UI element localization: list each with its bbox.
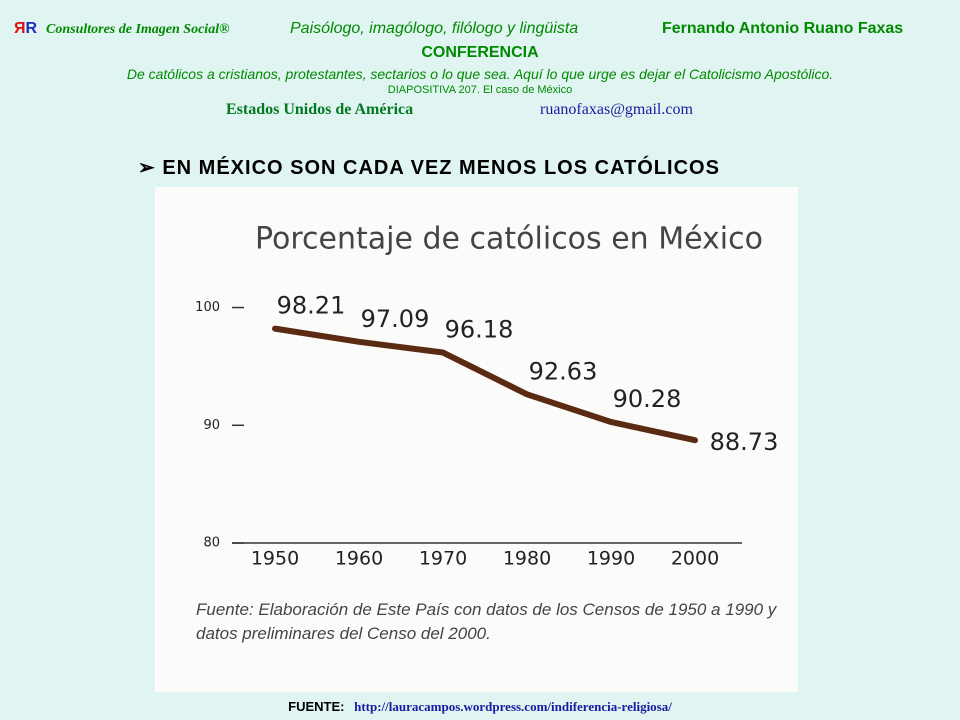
conference: CONFERENCIA <box>421 44 539 61</box>
chart-source: Fuente: Elaboración de Este País con dat… <box>196 600 777 643</box>
x-tick-label: 1970 <box>419 548 467 570</box>
author: Fernando Antonio Ruano Faxas <box>662 20 904 37</box>
x-tick-label: 2000 <box>671 548 719 570</box>
chart-title: Porcentaje de católicos en México <box>255 222 763 257</box>
x-tick-label: 1960 <box>335 548 383 570</box>
y-tick-label: 80 <box>203 536 220 551</box>
footer-url[interactable]: http://lauracampos.wordpress.com/indifer… <box>354 699 672 714</box>
footer-label: FUENTE: <box>288 699 345 714</box>
data-label: 98.21 <box>277 292 346 320</box>
data-label: 90.28 <box>613 385 682 413</box>
data-line <box>272 325 698 444</box>
country: Estados Unidos de América <box>226 101 414 118</box>
data-label: 97.09 <box>361 305 430 333</box>
x-tick-label: 1990 <box>587 548 635 570</box>
data-label: 92.63 <box>529 357 598 385</box>
logo-right: R <box>25 20 38 37</box>
y-tick-label: 90 <box>203 418 220 433</box>
data-label: 96.18 <box>445 316 514 344</box>
slide-number: DIAPOSITIVA 207. El caso de México <box>387 84 573 96</box>
heading-text: EN MÉXICO SON CADA VEZ MENOS LOS CATÓLIC… <box>162 157 720 179</box>
data-label: 88.73 <box>710 428 779 456</box>
subtitle: De católicos a cristianos, protestantes,… <box>126 66 834 82</box>
logo: ЯR <box>14 20 37 38</box>
x-tick-label: 1980 <box>503 548 551 570</box>
footer: FUENTE: http://lauracampos.wordpress.com… <box>0 699 960 715</box>
slide-heading: ➢ EN MÉXICO SON CADA VEZ MENOS LOS CATÓL… <box>138 157 720 179</box>
logo-left: Я <box>14 20 26 37</box>
x-tick-label: 1950 <box>251 548 299 570</box>
company: Consultores de Imagen Social® <box>46 22 230 37</box>
email: ruanofaxas@gmail.com <box>540 101 693 118</box>
y-tick-label: 100 <box>195 300 220 315</box>
profession: Paisólogo, imagólogo, filólogo y lingüis… <box>290 20 579 37</box>
